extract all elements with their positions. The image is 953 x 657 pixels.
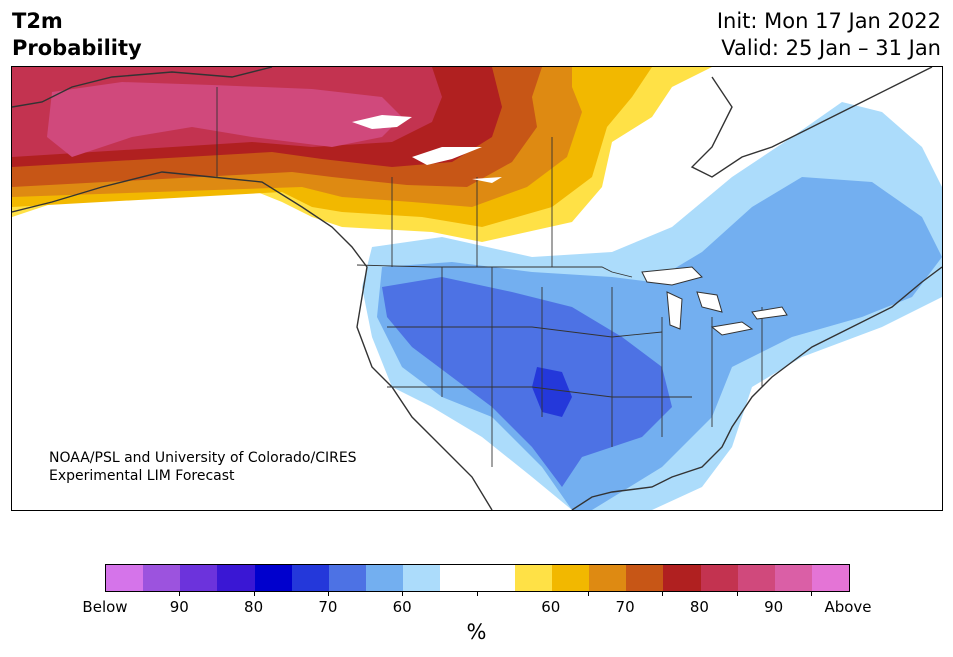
warm-p90-region xyxy=(47,82,402,157)
title-variable: T2m xyxy=(12,9,63,33)
title-type: Probability xyxy=(12,36,142,60)
colorbar-unit: % xyxy=(466,620,487,644)
colorbar-tick-label: 70 xyxy=(318,598,338,616)
colorbar-tick xyxy=(179,591,181,596)
credit-line-1: NOAA/PSL and University of Colorado/CIRE… xyxy=(49,450,357,466)
colorbar-tick xyxy=(402,591,404,596)
probability-colorbar xyxy=(105,564,850,592)
cold-p70-region xyxy=(382,277,672,487)
colorbar-segment xyxy=(328,565,367,591)
colorbar-tick-label: Above xyxy=(824,598,872,616)
coastlines xyxy=(12,67,942,510)
colorbar-segment xyxy=(291,565,329,591)
colorbar-tick-label: 90 xyxy=(764,598,784,616)
colorbar-tick-label: 60 xyxy=(392,598,412,616)
init-date: Init: Mon 17 Jan 2022 xyxy=(716,9,941,33)
great-lakes xyxy=(641,266,788,336)
colorbar-segment xyxy=(737,565,775,591)
colorbar-segment xyxy=(774,565,812,591)
political-borders xyxy=(216,87,763,467)
colorbar-segment xyxy=(403,565,441,591)
colorbar-segment xyxy=(440,565,478,591)
valid-dates: Valid: 25 Jan – 31 Jan xyxy=(721,36,941,60)
colorbar-segment xyxy=(626,565,664,591)
colorbar-segment xyxy=(106,565,144,591)
colorbar-segment xyxy=(366,565,404,591)
colorbar-tick-label: 60 xyxy=(541,598,561,616)
colorbar-segment xyxy=(589,565,627,591)
colorbar-segment xyxy=(663,565,701,591)
colorbar-tick xyxy=(736,591,738,596)
colorbar-segment xyxy=(180,565,218,591)
colorbar-tick-label: Below xyxy=(82,598,128,616)
colorbar-tick xyxy=(327,591,329,596)
colorbar-tick xyxy=(253,591,255,596)
colorbar-tick xyxy=(810,591,812,596)
forecast-dates: Init: Mon 17 Jan 2022 Valid: 25 Jan – 31… xyxy=(717,8,941,62)
map-credit: NOAA/PSL and University of Colorado/CIRE… xyxy=(49,449,357,485)
colorbar-segment xyxy=(254,565,292,591)
colorbar-tick-labels: Below 90 80 70 60 60 70 80 90 Above xyxy=(82,598,871,618)
colorbar-segment xyxy=(811,565,850,591)
colorbar-segment xyxy=(700,565,738,591)
credit-line-2: Experimental LIM Forecast xyxy=(49,468,235,484)
colorbar-tick xyxy=(476,591,478,596)
colorbar-segment xyxy=(217,565,255,591)
colorbar-segment xyxy=(514,565,552,591)
map-canvas xyxy=(12,67,942,510)
colorbar-tick-label: 80 xyxy=(244,598,264,616)
colorbar-tick xyxy=(662,591,664,596)
colorbar-tick xyxy=(587,591,589,596)
colorbar-tick-label: 90 xyxy=(169,598,189,616)
canadian-lakes xyxy=(352,115,502,183)
colorbar-tick-label: 70 xyxy=(615,598,635,616)
colorbar-segment xyxy=(551,565,590,591)
colorbar-segment xyxy=(143,565,181,591)
colorbar-ticks xyxy=(105,591,850,597)
colorbar-segment xyxy=(477,565,515,591)
forecast-map xyxy=(11,66,943,511)
colorbar-tick-label: 80 xyxy=(689,598,709,616)
map-title: T2m Probability xyxy=(12,8,142,62)
